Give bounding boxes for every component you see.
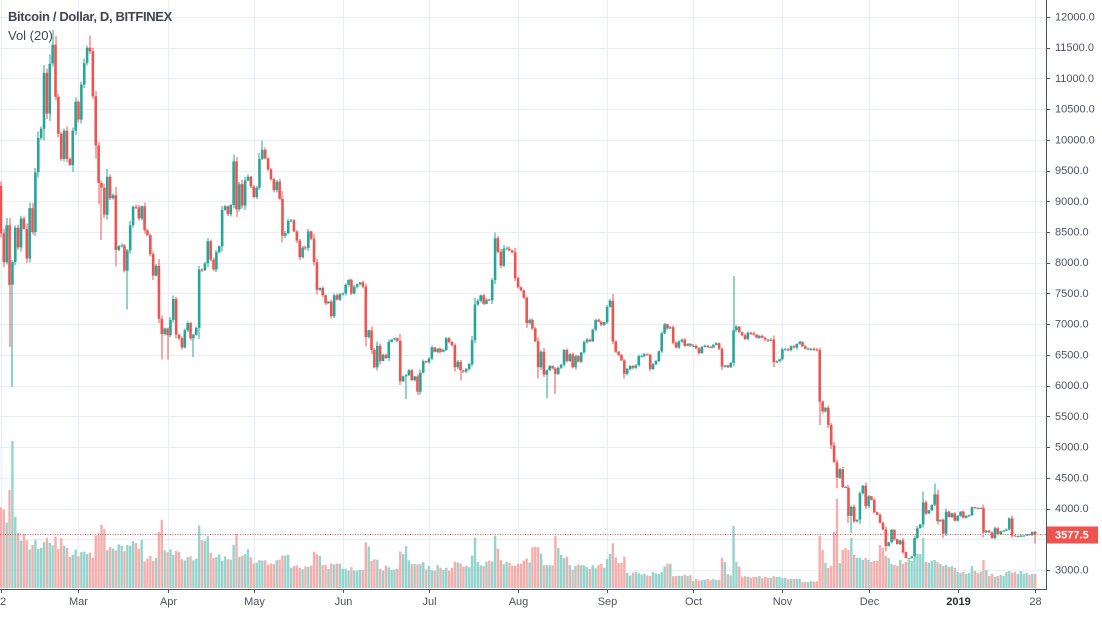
svg-text:Dec: Dec bbox=[860, 596, 880, 608]
svg-text:7000.0: 7000.0 bbox=[1055, 319, 1089, 331]
svg-text:5000.0: 5000.0 bbox=[1055, 442, 1089, 454]
svg-text:8500.0: 8500.0 bbox=[1055, 227, 1089, 239]
svg-text:3000.0: 3000.0 bbox=[1055, 565, 1089, 577]
svg-text:Sep: Sep bbox=[598, 596, 618, 608]
svg-text:11000.0: 11000.0 bbox=[1055, 73, 1094, 85]
svg-text:7500.0: 7500.0 bbox=[1055, 288, 1089, 300]
svg-text:10500.0: 10500.0 bbox=[1055, 104, 1095, 116]
svg-text:May: May bbox=[244, 596, 265, 608]
svg-text:11500.0: 11500.0 bbox=[1055, 42, 1094, 54]
svg-text:9000.0: 9000.0 bbox=[1055, 196, 1089, 208]
svg-text:Bitcoin / Dollar, D, BITFINEX: Bitcoin / Dollar, D, BITFINEX bbox=[8, 9, 173, 24]
svg-text:28: 28 bbox=[1029, 596, 1041, 608]
svg-text:2: 2 bbox=[0, 596, 6, 608]
svg-text:9500.0: 9500.0 bbox=[1055, 165, 1089, 177]
svg-text:Oct: Oct bbox=[685, 596, 702, 608]
svg-text:4500.0: 4500.0 bbox=[1055, 472, 1089, 484]
svg-text:5500.0: 5500.0 bbox=[1055, 411, 1089, 423]
svg-text:Apr: Apr bbox=[160, 596, 177, 608]
svg-text:2019: 2019 bbox=[946, 596, 970, 608]
svg-text:6000.0: 6000.0 bbox=[1055, 380, 1089, 392]
svg-text:6500.0: 6500.0 bbox=[1055, 349, 1089, 361]
svg-text:Aug: Aug bbox=[509, 596, 529, 608]
svg-text:Nov: Nov bbox=[773, 596, 793, 608]
svg-text:Mar: Mar bbox=[69, 596, 88, 608]
svg-text:10000.0: 10000.0 bbox=[1055, 134, 1095, 146]
svg-text:12000.0: 12000.0 bbox=[1055, 12, 1095, 24]
svg-text:8000.0: 8000.0 bbox=[1055, 257, 1089, 269]
svg-text:4000.0: 4000.0 bbox=[1055, 503, 1089, 515]
svg-text:Vol (20): Vol (20) bbox=[8, 28, 53, 43]
svg-text:Jul: Jul bbox=[422, 596, 436, 608]
svg-text:3577.5: 3577.5 bbox=[1055, 530, 1089, 542]
svg-text:Jun: Jun bbox=[335, 596, 353, 608]
